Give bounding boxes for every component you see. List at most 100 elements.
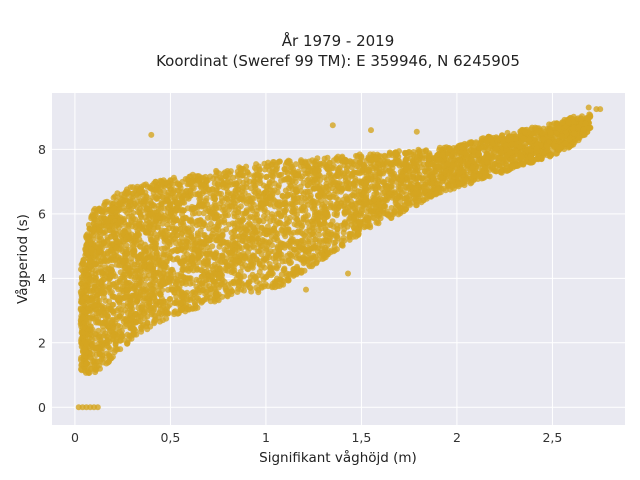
- scatter-point: [310, 221, 317, 228]
- scatter-point: [315, 227, 322, 234]
- scatter-point: [111, 205, 118, 212]
- scatter-point: [91, 302, 98, 308]
- scatter-point: [101, 310, 108, 317]
- scatter-point: [230, 199, 237, 206]
- scatter-point: [243, 227, 249, 234]
- scatter-point: [156, 310, 163, 317]
- scatter-point: [135, 220, 142, 227]
- scatter-point: [228, 229, 235, 236]
- scatter-point: [436, 146, 443, 153]
- scatter-point: [158, 178, 165, 185]
- scatter-point: [93, 363, 100, 370]
- scatter-point: [183, 243, 190, 250]
- scatter-point: [159, 220, 166, 227]
- scatter-point: [210, 175, 217, 182]
- scatter-point: [587, 113, 594, 120]
- scatter-point: [275, 220, 282, 227]
- scatter-point: [132, 282, 139, 289]
- scatter-point: [159, 245, 166, 252]
- scatter-point: [210, 227, 217, 234]
- scatter-point: [384, 176, 391, 183]
- scatter-point: [228, 280, 235, 287]
- scatter-point: [78, 366, 84, 373]
- scatter-point: [78, 266, 84, 273]
- scatter-point: [316, 237, 323, 244]
- scatter-point: [415, 149, 422, 156]
- scatter-point: [187, 187, 194, 194]
- scatter-point: [107, 346, 114, 353]
- scatter-point: [342, 206, 349, 212]
- scatter-point: [121, 281, 128, 288]
- scatter-point: [355, 197, 362, 204]
- scatter-point: [155, 205, 162, 212]
- scatter-point: [108, 328, 115, 335]
- scatter-point: [324, 154, 331, 161]
- scatter-point: [363, 173, 370, 180]
- scatter-point: [120, 229, 126, 236]
- scatter-point: [174, 272, 181, 279]
- scatter-point: [102, 264, 109, 271]
- scatter-point: [261, 283, 268, 290]
- scatter-point: [215, 219, 222, 226]
- scatter-point: [372, 171, 378, 178]
- scatter-point: [469, 164, 476, 171]
- scatter-point: [387, 168, 394, 174]
- scatter-point: [321, 174, 328, 181]
- scatter-point: [126, 207, 133, 213]
- scatter-point: [224, 292, 230, 299]
- scatter-point: [311, 205, 318, 212]
- scatter-point: [136, 225, 143, 232]
- scatter-point: [216, 243, 223, 250]
- scatter-point: [206, 237, 213, 244]
- scatter-point: [121, 265, 128, 272]
- scatter-point: [177, 300, 183, 307]
- scatter-point: [250, 180, 257, 187]
- scatter-point: [196, 192, 203, 198]
- scatter-point: [203, 276, 210, 283]
- scatter-point: [126, 272, 133, 279]
- scatter-point: [399, 173, 406, 180]
- scatter-point: [227, 168, 234, 175]
- scatter-point: [142, 287, 149, 293]
- scatter-point: [184, 194, 190, 201]
- scatter-point: [278, 177, 285, 184]
- scatter-point: [100, 254, 107, 261]
- scatter-point: [122, 293, 129, 300]
- scatter-point: [151, 318, 157, 325]
- scatter-point: [159, 193, 166, 200]
- scatter-point: [236, 217, 243, 224]
- scatter-point: [133, 319, 140, 326]
- scatter-point: [428, 161, 435, 168]
- scatter-point: [428, 181, 435, 188]
- scatter-point: [279, 193, 286, 200]
- scatter-point: [528, 155, 535, 162]
- scatter-point: [292, 269, 299, 276]
- scatter-point: [473, 139, 480, 146]
- scatter-point: [328, 229, 335, 236]
- scatter-point: [95, 279, 102, 286]
- scatter-point: [433, 191, 440, 198]
- scatter-point: [148, 309, 155, 316]
- scatter-point: [107, 247, 114, 254]
- scatter-point: [406, 171, 413, 178]
- scatter-point: [426, 152, 433, 159]
- scatter-point: [306, 263, 313, 270]
- scatter-point: [517, 143, 524, 150]
- scatter-point: [416, 197, 423, 204]
- scatter-point: [87, 276, 94, 283]
- scatter-point: [230, 263, 237, 270]
- scatter-point: [310, 184, 317, 190]
- scatter-point: [377, 153, 384, 160]
- scatter-point: [144, 205, 150, 212]
- scatter-point: [158, 275, 165, 281]
- scatter-point: [224, 243, 231, 249]
- scatter-point: [102, 209, 109, 216]
- scatter-point: [253, 234, 260, 241]
- scatter-point: [98, 268, 105, 275]
- scatter-point: [313, 260, 320, 267]
- scatter-point: [213, 281, 220, 288]
- scatter-point: [435, 157, 442, 164]
- scatter-point: [281, 266, 288, 273]
- scatter-point: [127, 184, 134, 191]
